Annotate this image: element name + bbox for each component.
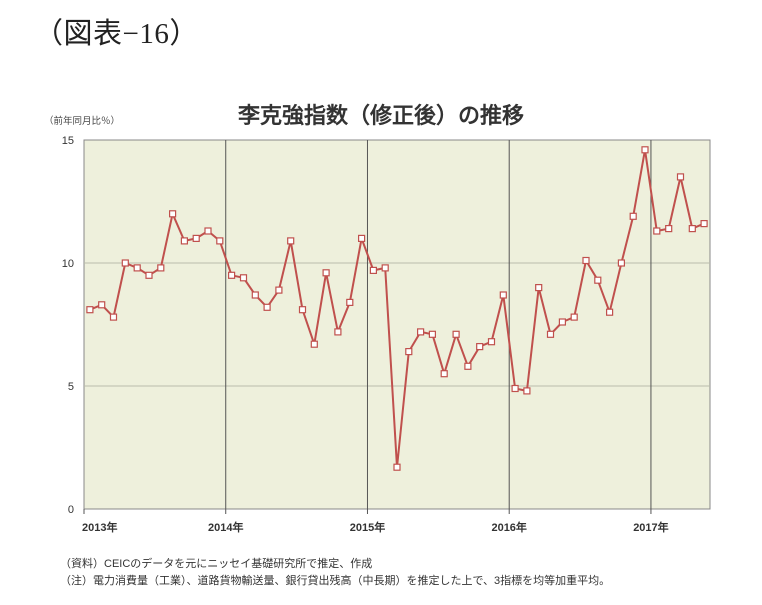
data-point-marker	[228, 271, 236, 279]
data-point-marker	[476, 343, 484, 351]
data-point-marker	[133, 264, 141, 272]
data-point-marker	[629, 212, 637, 220]
data-point-marker	[358, 234, 366, 242]
data-point-marker	[700, 220, 708, 228]
data-point-marker	[381, 264, 389, 272]
data-point-marker	[251, 291, 259, 299]
gridlines	[84, 140, 710, 509]
x-axis-ticks: 2013年 2014年 2015年 2016年 2017年	[82, 509, 669, 534]
data-point-marker	[298, 306, 307, 314]
data-point-marker	[192, 234, 200, 242]
data-point-marker	[98, 301, 106, 309]
data-point-marker	[676, 173, 685, 181]
data-point-marker	[499, 291, 507, 299]
x-tick-label: 2016年	[491, 520, 526, 534]
data-point-marker	[617, 259, 626, 267]
y-axis-unit-label: （前年同月比％）	[44, 115, 120, 127]
data-point-marker	[322, 269, 330, 277]
data-point-marker	[641, 146, 649, 154]
data-point-marker	[239, 274, 248, 282]
plot-area	[83, 139, 711, 510]
y-tick-label: 5	[68, 381, 74, 393]
data-point-marker	[405, 348, 413, 356]
data-point-marker	[594, 276, 602, 284]
data-point-marker	[535, 284, 543, 292]
data-point-marker	[653, 227, 661, 235]
data-point-marker	[440, 370, 448, 378]
data-point-marker	[263, 303, 271, 311]
x-tick-label: 2013年	[82, 520, 117, 534]
figure-label: （図表−16）	[34, 18, 199, 50]
data-point-marker	[109, 313, 118, 321]
plot-background	[83, 139, 711, 510]
series-group	[86, 146, 708, 471]
data-point-marker	[346, 298, 354, 306]
y-tick-label: 0	[68, 504, 74, 516]
data-point-marker	[393, 463, 401, 471]
data-point-marker	[582, 256, 590, 265]
data-point-marker	[145, 271, 153, 279]
source-note: （資料）CEICのデータを元にニッセイ基礎研究所で推定、作成	[60, 558, 373, 570]
remark-note: （注）電力消費量（工業）、道路貨物輸送量、銀行貸出残高（中長期）を推定した上で、…	[60, 575, 611, 587]
data-point-marker	[157, 264, 165, 272]
data-point-marker	[287, 237, 295, 245]
data-point-marker	[169, 210, 177, 218]
x-tick-label: 2017年	[633, 520, 668, 534]
data-point-marker	[511, 384, 519, 393]
data-point-marker	[334, 328, 342, 336]
data-point-marker	[86, 306, 94, 314]
data-point-marker	[275, 286, 283, 294]
data-point-marker	[452, 330, 460, 338]
data-point-marker	[121, 259, 129, 267]
data-point-marker	[605, 308, 614, 316]
data-point-marker	[216, 237, 224, 245]
data-point-marker	[688, 225, 696, 233]
data-point-marker	[665, 225, 673, 233]
data-point-marker	[310, 340, 318, 348]
data-point-marker	[464, 362, 472, 370]
y-tick-label: 10	[62, 258, 74, 270]
data-point-marker	[558, 318, 567, 326]
data-point-marker	[487, 338, 496, 346]
data-point-marker	[417, 328, 425, 336]
y-tick-label: 15	[62, 135, 74, 147]
chart-title: 李克強指数（修正後）の推移	[237, 103, 524, 128]
data-point-marker	[428, 330, 436, 338]
data-point-marker	[570, 313, 578, 321]
y-axis-ticks: 0 5 10 15	[62, 135, 74, 516]
data-point-marker	[546, 330, 555, 338]
x-tick-label: 2014年	[208, 520, 243, 534]
x-tick-label: 2015年	[350, 520, 385, 534]
data-point-marker	[204, 227, 212, 235]
data-point-marker	[180, 237, 188, 245]
data-point-marker	[369, 266, 377, 274]
data-point-marker	[523, 387, 531, 395]
